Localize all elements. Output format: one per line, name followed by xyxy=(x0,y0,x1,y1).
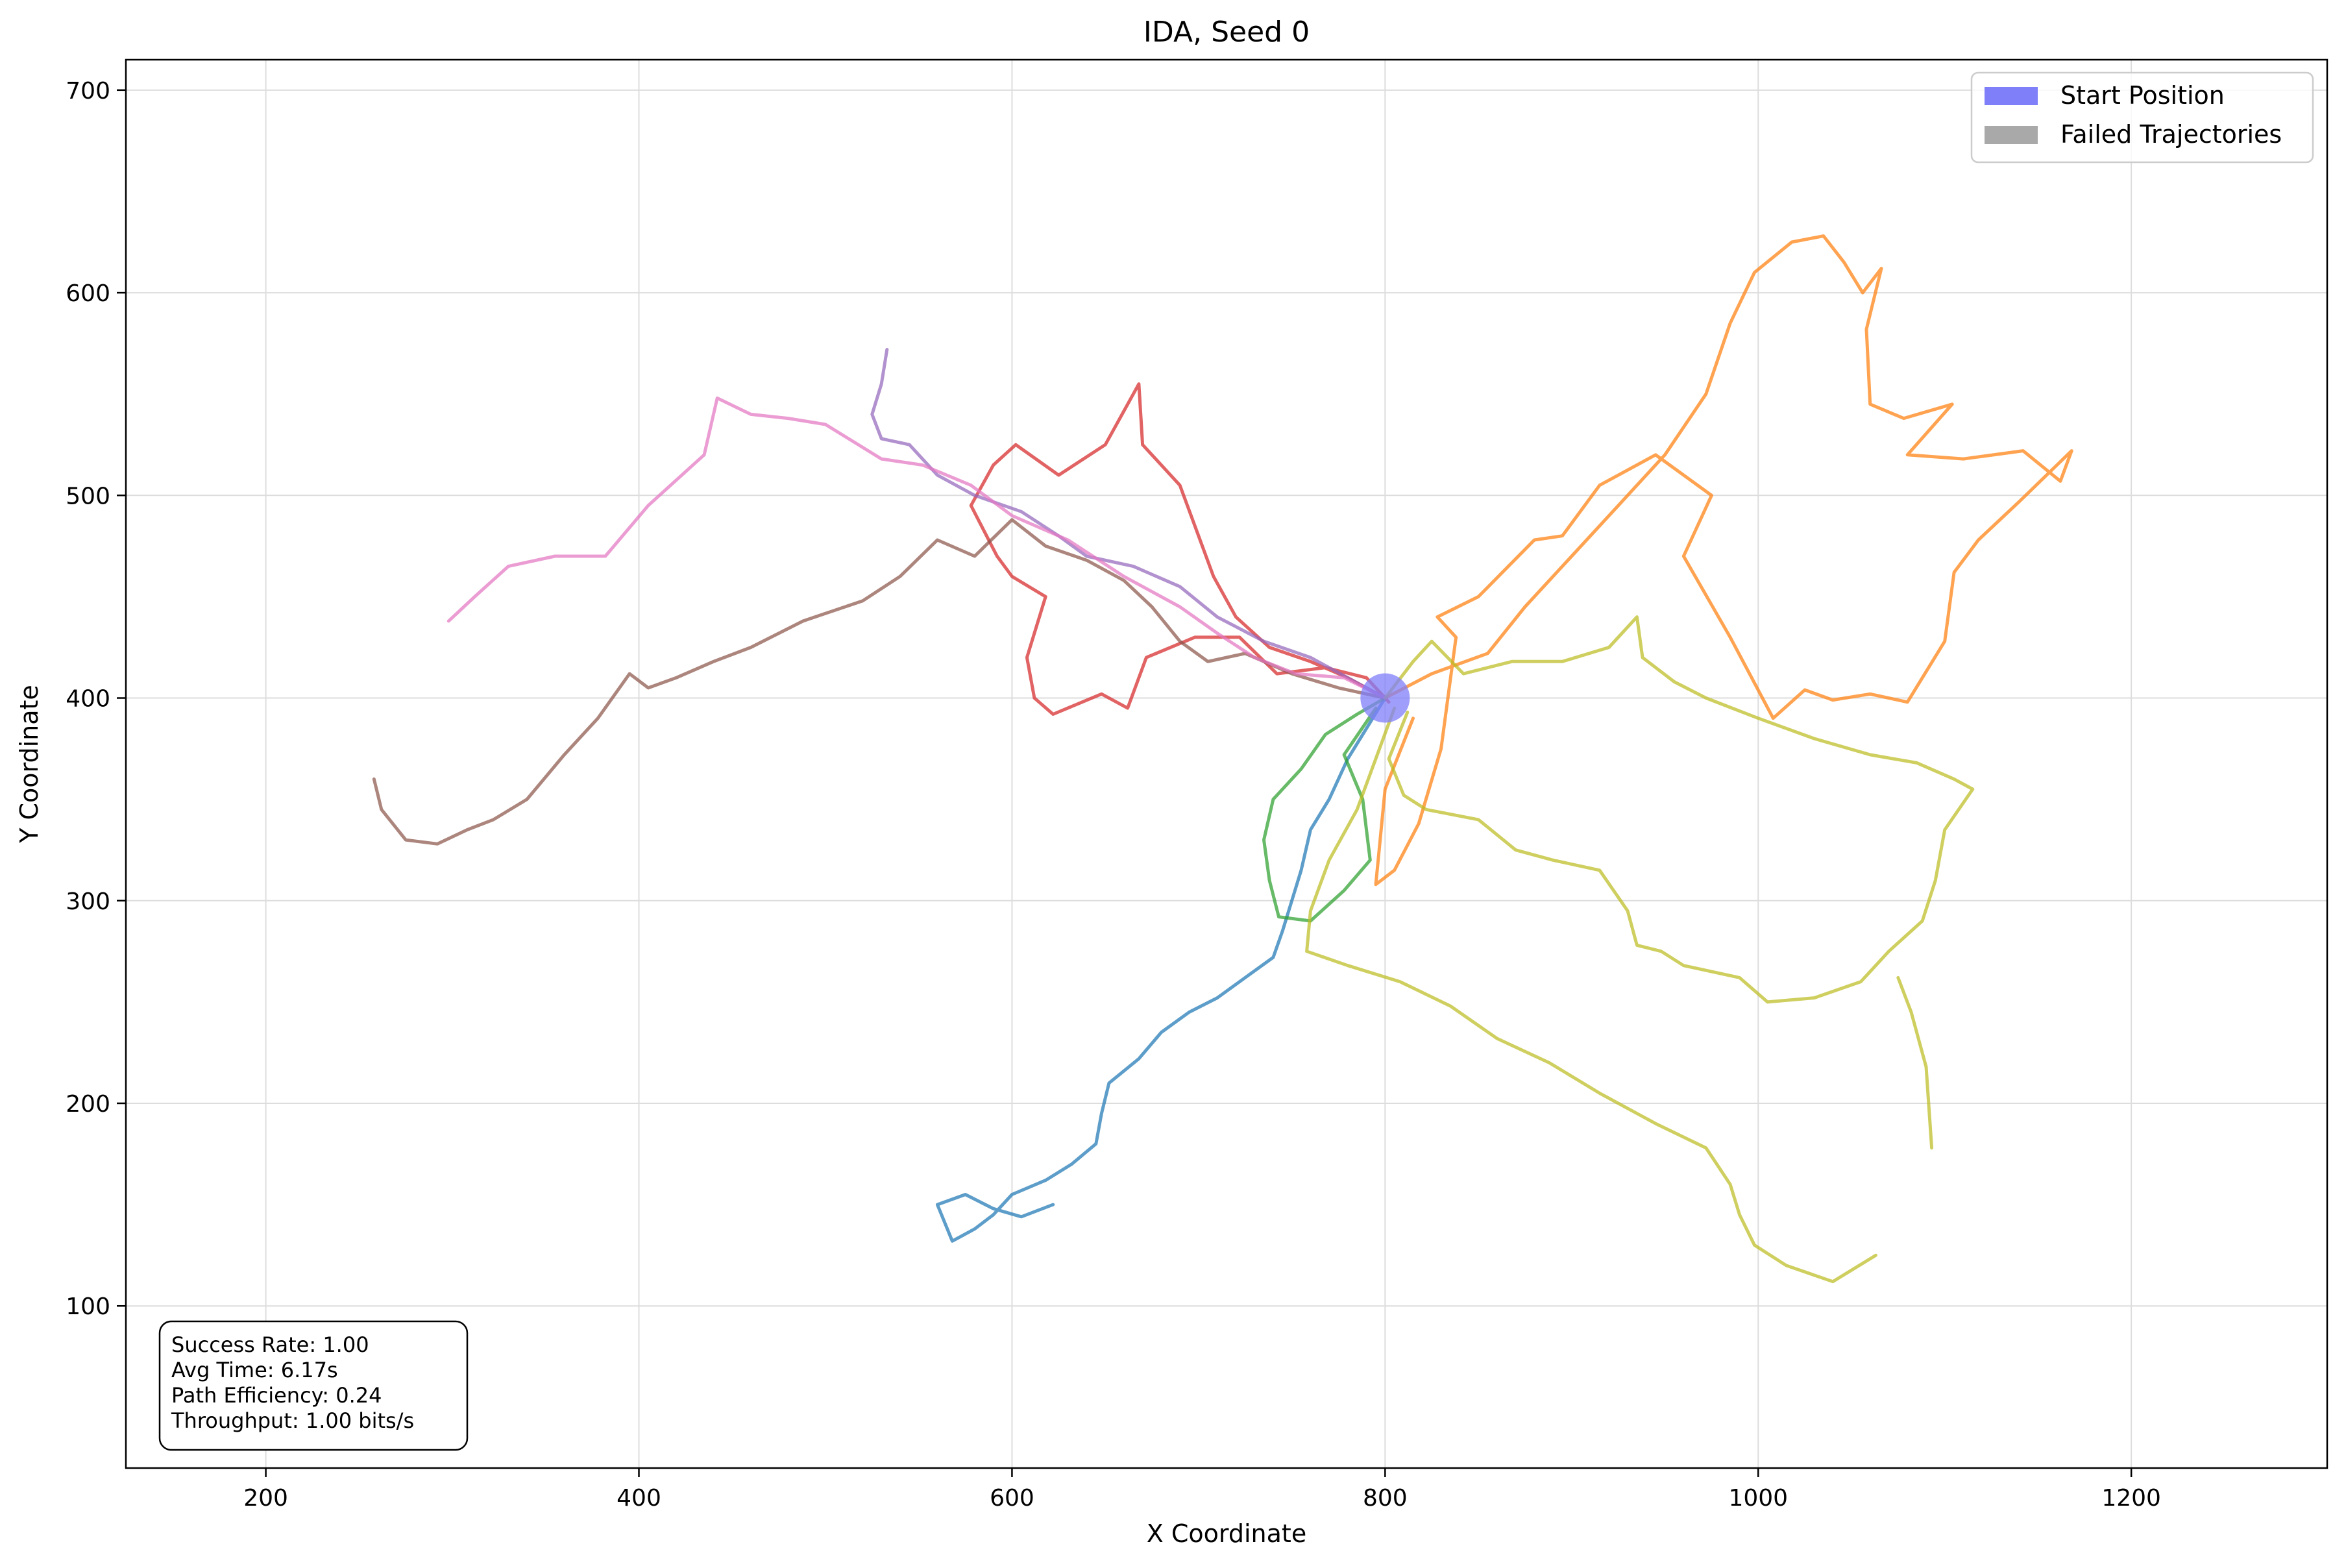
start-position-circle xyxy=(1360,673,1410,723)
axes-frame xyxy=(125,58,2328,1469)
stats-avg-time: Avg Time: 6.17s xyxy=(171,1358,338,1382)
start-position-marker xyxy=(1360,673,1410,723)
legend-swatch-failed-trajectories xyxy=(1985,126,2038,144)
axis-ticks: 200 400 600 800 1000 1200 100 200 300 400 500 600 70… xyxy=(66,78,2161,1512)
y-tick-label: 200 xyxy=(66,1091,110,1118)
legend-label-start-position: Start Position xyxy=(2060,81,2225,110)
x-tick-label: 1200 xyxy=(2101,1485,2161,1512)
trajectory-line-6 xyxy=(372,518,1387,846)
legend: Start Position Failed Trajectories xyxy=(1970,71,2314,164)
legend-label-failed-trajectories: Failed Trajectories xyxy=(2060,120,2282,149)
trajectory-line-1 xyxy=(935,696,1387,1243)
stats-box: Success Rate: 1.00 Avg Time: 6.17s Path … xyxy=(158,1320,469,1451)
trajectory-line-2 xyxy=(1374,234,2073,887)
trajectory-line-10 xyxy=(1896,975,1934,1150)
grid-lines xyxy=(126,60,2327,1468)
stats-throughput: Throughput: 1.00 bits/s xyxy=(171,1408,414,1433)
chart-title: IDA, Seed 0 xyxy=(1143,16,1310,49)
y-axis-label: Y Coordinate xyxy=(15,685,43,844)
y-tick-label: 400 xyxy=(66,686,110,713)
x-tick-label: 800 xyxy=(1363,1485,1408,1512)
stats-path-efficiency: Path Efficiency: 0.24 xyxy=(171,1383,382,1408)
legend-box xyxy=(1970,71,2314,164)
y-tick-label: 700 xyxy=(66,78,110,104)
legend-swatch-start-position xyxy=(1985,87,2038,105)
trajectory-line-7 xyxy=(446,396,1387,700)
trajectory-line-8 xyxy=(1383,615,1975,1004)
x-tick-label: 1000 xyxy=(1728,1485,1788,1512)
y-tick-label: 500 xyxy=(66,483,110,509)
trajectory-series xyxy=(372,234,2073,1284)
stats-box-background xyxy=(158,1320,469,1451)
x-axis-label: X Coordinate xyxy=(1147,1519,1306,1548)
y-tick-label: 600 xyxy=(66,280,110,307)
trajectory-line-9 xyxy=(1305,706,1877,1284)
trajectory-line-3 xyxy=(1262,696,1387,923)
x-tick-label: 200 xyxy=(243,1485,288,1512)
x-tick-label: 600 xyxy=(990,1485,1034,1512)
x-tick-label: 400 xyxy=(617,1485,661,1512)
trajectory-line-4 xyxy=(969,382,1391,716)
stats-success-rate: Success Rate: 1.00 xyxy=(171,1332,369,1357)
y-tick-label: 100 xyxy=(66,1293,110,1320)
y-tick-label: 300 xyxy=(66,888,110,915)
